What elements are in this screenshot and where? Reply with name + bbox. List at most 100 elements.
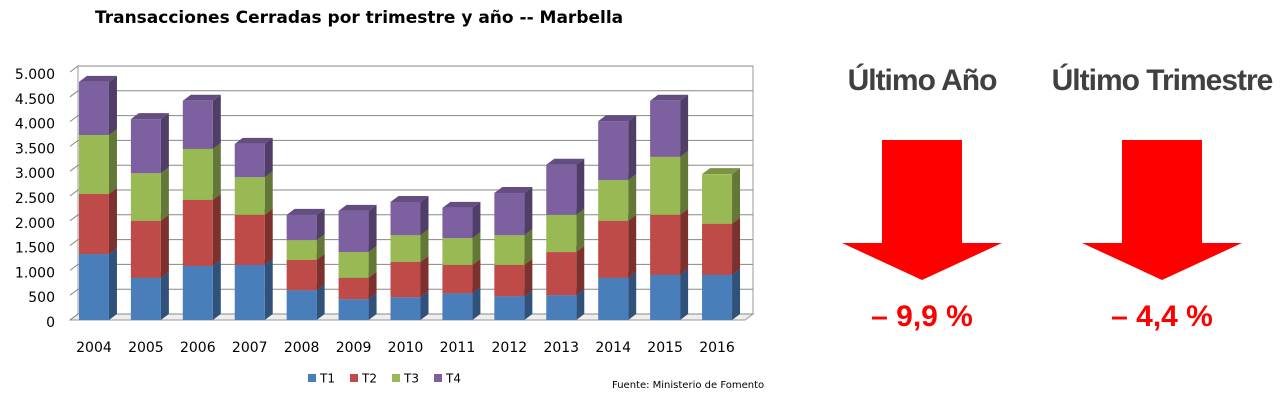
bar-front — [546, 252, 577, 296]
x-tick-label: 2006 — [180, 340, 216, 356]
bar-front — [130, 119, 161, 174]
bar-segment — [494, 187, 533, 236]
bar-side — [316, 284, 325, 320]
bar-segment — [390, 195, 429, 236]
bar-segment — [598, 115, 637, 181]
bar-segment — [598, 214, 637, 278]
bar-side — [628, 174, 637, 221]
bar-segment — [650, 208, 689, 275]
bar-segment — [650, 94, 689, 157]
bar-side — [264, 137, 273, 178]
indicator-label: Último Trimestre — [1052, 63, 1273, 97]
bar-side — [576, 208, 585, 253]
bar-side — [368, 293, 377, 320]
bar-segment — [546, 158, 585, 215]
y-tick-label: 4.000 — [15, 117, 55, 133]
bar-front — [182, 199, 213, 266]
bar-side — [472, 232, 481, 265]
bar-front — [650, 274, 681, 320]
bar-front — [234, 264, 265, 320]
bar-top — [598, 115, 637, 122]
bar-front — [78, 194, 109, 255]
bar-side — [420, 195, 429, 236]
bar-top — [78, 75, 117, 82]
bar-front — [546, 295, 577, 320]
bar-segment — [650, 150, 689, 215]
bar-segment — [130, 167, 169, 221]
y-tick-label: 1.000 — [15, 265, 55, 281]
y-tick-label: 5.000 — [15, 67, 55, 83]
bar-front — [650, 214, 681, 275]
bar-segment — [234, 208, 273, 265]
bar-front — [598, 180, 629, 221]
bar-side — [264, 258, 273, 320]
indicator: Último Trimestre – 4,4 % — [1052, 63, 1274, 333]
bar-side — [212, 193, 221, 266]
bar-front — [286, 214, 317, 241]
y-tick-label: 1.500 — [15, 241, 55, 257]
bar-front — [130, 220, 161, 278]
bar-top — [494, 187, 533, 194]
bar-side — [524, 187, 533, 236]
bar-top — [546, 158, 585, 165]
bar-front — [182, 265, 213, 320]
grid-line — [69, 115, 753, 122]
legend-swatch — [350, 374, 358, 382]
x-tick-label: 2016 — [699, 340, 735, 356]
bar-side — [472, 201, 481, 239]
bar-front — [494, 235, 525, 265]
x-tick-label: 2012 — [492, 340, 528, 356]
grid-line — [69, 164, 753, 172]
legend-label: T2 — [361, 372, 377, 386]
bar-front — [598, 220, 629, 278]
bar-front — [494, 296, 525, 320]
bar-front — [390, 297, 421, 320]
bar-side — [524, 229, 533, 265]
bar-front — [598, 277, 629, 320]
bar-side — [680, 150, 689, 215]
bar-front — [702, 223, 733, 275]
bar-side — [160, 214, 169, 278]
bar-front — [130, 173, 161, 221]
bar-segment — [338, 204, 377, 253]
bar-front — [390, 201, 421, 236]
bar-segment — [702, 268, 741, 320]
bar-segment — [130, 271, 169, 320]
chart-title: Transacciones Cerradas por trimestre y a… — [95, 8, 623, 28]
bar-front — [442, 238, 473, 265]
bar-side — [420, 291, 429, 320]
bar-side — [628, 271, 637, 320]
bar-front — [338, 252, 369, 278]
y-tick-label: 3.000 — [15, 166, 55, 182]
bar-segment — [78, 248, 117, 320]
bar-front — [702, 174, 733, 224]
x-tick-label: 2011 — [440, 340, 476, 356]
bar-top — [650, 94, 689, 101]
bar-top — [442, 201, 481, 208]
bar-side — [472, 258, 481, 294]
grid-line — [69, 139, 753, 147]
bar-front — [338, 277, 369, 300]
bar-top — [338, 204, 377, 211]
y-tick-label: 500 — [28, 290, 55, 306]
bar-front — [78, 81, 109, 135]
bar-segment — [546, 208, 585, 253]
bar-front — [702, 274, 733, 320]
bar-side — [316, 208, 325, 241]
source: Fuente: Ministerio de Fomento — [612, 380, 764, 391]
bar-side — [732, 168, 741, 224]
bar-side — [472, 287, 481, 320]
bar-top — [130, 113, 169, 120]
bar-front — [390, 235, 421, 262]
bar-front — [338, 210, 369, 253]
bar-side — [108, 188, 117, 255]
bar-top — [702, 168, 741, 175]
legend-label: T4 — [445, 372, 461, 386]
legend-swatch — [308, 374, 316, 382]
bar-segment — [494, 258, 533, 297]
bar-side — [680, 208, 689, 275]
bar-segment — [234, 137, 273, 178]
bar-top — [182, 94, 221, 101]
bar-side — [732, 268, 741, 320]
